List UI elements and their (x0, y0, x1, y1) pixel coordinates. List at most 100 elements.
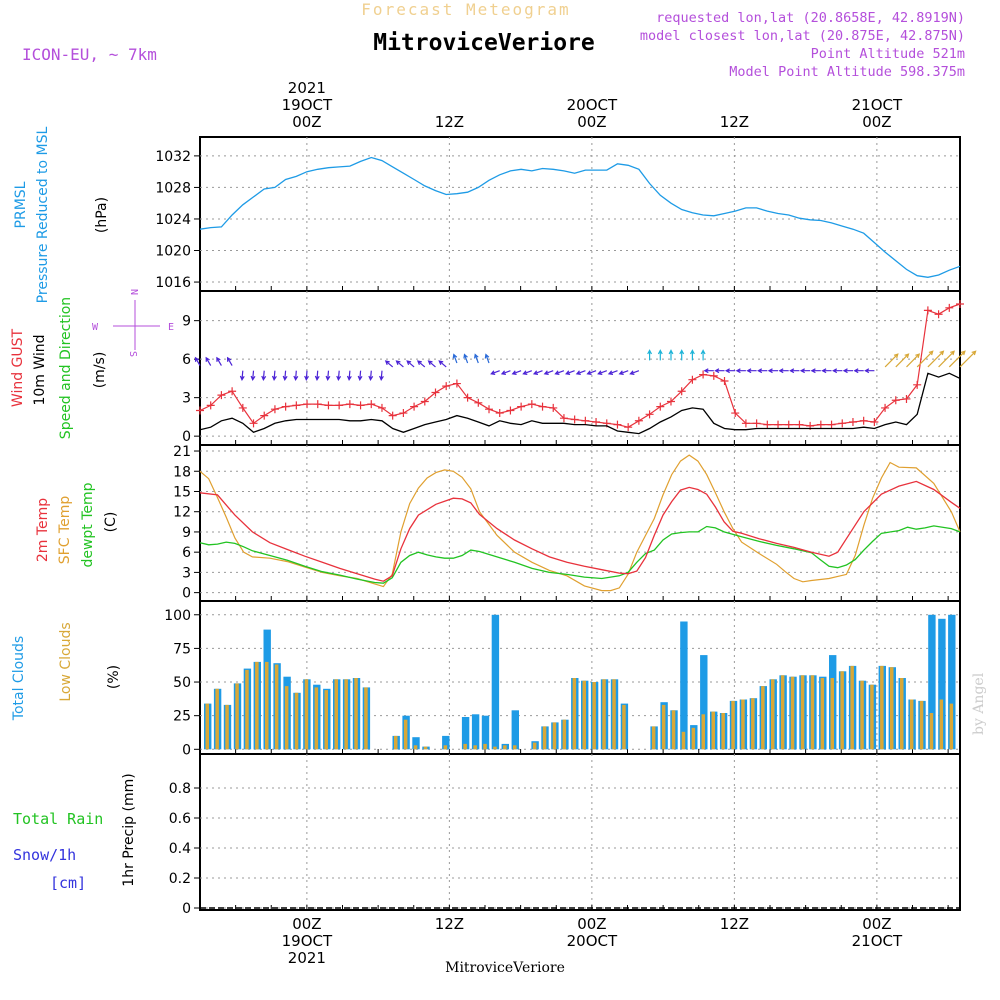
low-cloud-bar (919, 700, 924, 750)
wind-arrow-icon (406, 360, 415, 368)
top-time-label: 2021 (288, 79, 326, 97)
gust-marker (934, 310, 943, 319)
prmsl-line (199, 156, 961, 278)
gust-marker (581, 416, 590, 425)
wind-arrow-icon (884, 353, 899, 368)
gust-marker (870, 418, 879, 427)
gust-marker (442, 382, 451, 391)
low-cloud-bar (513, 745, 517, 750)
wind-arrow-icon (452, 353, 458, 364)
gust-marker (377, 403, 386, 412)
wind-arrow-icon (384, 360, 394, 368)
low-cloud-bar (661, 704, 666, 750)
gust-marker (217, 391, 226, 400)
precip-unit: 1hr Precip (mm) (121, 773, 137, 886)
wind-arrow-icon (438, 360, 447, 368)
low-cloud-bar (334, 679, 338, 750)
gust-marker (645, 410, 654, 419)
gust-marker (399, 409, 408, 418)
gust-marker (335, 401, 344, 410)
snow-unit-label: [cm] (50, 874, 86, 892)
gust-marker (720, 376, 729, 385)
cloud-bars (204, 614, 956, 750)
gust-marker (356, 401, 365, 410)
wind-arrow-icon (271, 370, 277, 381)
y-tick-label: 1032 (155, 149, 191, 165)
precip-panel-labels: Total Rain Snow/1h [cm] 1hr Precip (mm) (13, 773, 137, 892)
gust-marker (677, 387, 686, 396)
low-cloud-bar (721, 713, 725, 750)
bottom-time-label: 20OCT (567, 932, 618, 950)
compass-s: S (127, 351, 138, 357)
gust-marker (731, 409, 740, 418)
cloud-panel-labels: Total Clouds Low Clouds (%) (11, 622, 122, 721)
bottom-time-label: 00Z (577, 915, 606, 933)
low-cloud-bar (473, 745, 477, 750)
wind-series (194, 299, 977, 435)
wind-arrow-icon (724, 368, 736, 374)
wind-arrow-icon (293, 370, 299, 381)
compass-w: W (92, 322, 99, 333)
gust-marker (838, 419, 847, 428)
low-cloud-bar (235, 683, 239, 750)
low-cloud-bar (890, 667, 894, 750)
low-cloud-bar (265, 661, 269, 750)
gust-marker (784, 420, 793, 429)
gust-marker (902, 394, 911, 403)
low-clouds-label: Low Clouds (58, 622, 74, 701)
wind-arrow-icon (757, 368, 768, 374)
wind-arrow-icon (597, 370, 608, 375)
wind-arrow-icon (679, 349, 685, 361)
low-cloud-bar (929, 713, 934, 750)
model-label: ICON-EU, ~ 7km (22, 45, 157, 64)
bottom-time-label: 00Z (292, 915, 321, 933)
total-cloud-bar (461, 717, 470, 750)
gust-marker (410, 402, 419, 411)
gust-marker (431, 388, 440, 397)
gust-marker (827, 420, 836, 429)
y-tick-label: 0 (182, 429, 191, 445)
wind-arrow-icon (357, 370, 363, 381)
y-tick-label: 12 (173, 505, 191, 521)
low-cloud-bar (731, 700, 735, 750)
total-cloud-bar (471, 714, 480, 750)
gust-marker (891, 396, 900, 405)
gust-marker (196, 406, 204, 415)
bottom-time-label: 21OCT (852, 932, 903, 950)
y-tick-label: 50 (173, 675, 191, 691)
y-tick-label: 1028 (155, 180, 191, 196)
wind-arrow-icon (657, 349, 663, 361)
2m-temp-line (199, 480, 961, 582)
low-cloud-bar (542, 726, 547, 750)
temp-panel-labels: 2m Temp SFC Temp dewpt Temp (C) (35, 482, 119, 567)
low-cloud-bar (592, 682, 596, 750)
prmsl-label: PRMSL (13, 181, 29, 228)
wind-arrow-icon (895, 353, 910, 368)
y-tick-label: 21 (173, 444, 191, 460)
temp-frame (199, 444, 961, 602)
wind-arrow-icon (532, 370, 543, 375)
gust-marker (699, 370, 708, 379)
y-tick-label: 3 (182, 565, 191, 581)
compass-n: N (128, 289, 139, 295)
low-cloud-bar (344, 679, 348, 750)
gust-marker (634, 416, 643, 425)
low-cloud-bar (810, 675, 815, 750)
wind-arrow-icon (714, 368, 725, 374)
top-time-label: 21OCT (852, 96, 903, 114)
wind-arrow-icon (368, 370, 374, 381)
wind-arrow-icon (416, 360, 426, 368)
top-time-label: 00Z (862, 113, 891, 131)
wind-arrow-icon (647, 349, 653, 361)
gust-marker (624, 423, 633, 432)
low-cloud-bar (245, 669, 249, 750)
low-cloud-bar (830, 678, 834, 750)
wind-arrow-icon (864, 368, 875, 374)
y-tick-label: 0.2 (169, 871, 191, 887)
low-cloud-bar (364, 687, 368, 750)
temp-unit: (C) (103, 512, 119, 533)
low-cloud-bar (691, 727, 696, 750)
total-cloud-bar (700, 655, 708, 750)
low-cloud-bar (582, 680, 586, 750)
